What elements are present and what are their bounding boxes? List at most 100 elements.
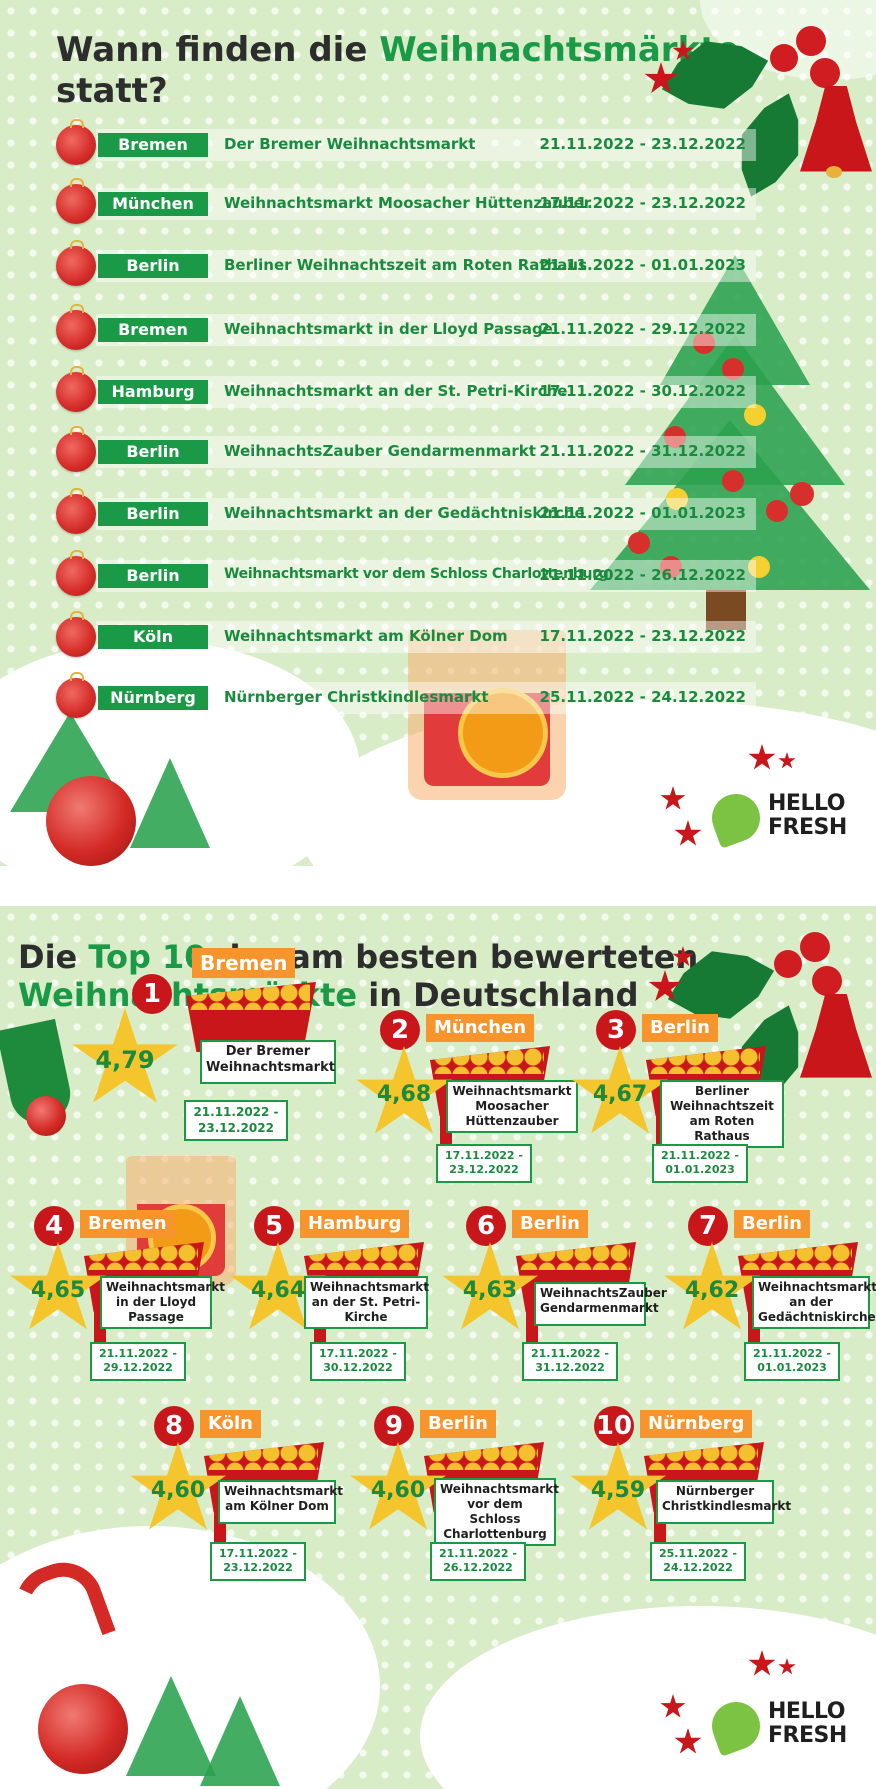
city-label: Bremen	[98, 133, 208, 157]
market-dates: 21.11.2022 - 01.01.2023	[539, 256, 746, 274]
market-dates: 21.11.2022 - 01.01.2023	[539, 504, 746, 522]
title-text: in Deutschland	[357, 976, 639, 1015]
rank-city-label: Nürnberg	[640, 1410, 753, 1438]
market-row: Berlin Weihnachtsmarkt an der Gedächtnis…	[56, 488, 756, 534]
market-dates-box: 21.11.2022 - 01.01.2023	[652, 1144, 748, 1183]
ornament-icon	[748, 556, 770, 578]
market-row: Köln Weihnachtsmarkt am Kölner Dom 17.11…	[56, 611, 756, 657]
market-name: Weihnachtsmarkt an der Gedächtniskirche	[224, 504, 585, 522]
top10-panel: Die Top 10 der am besten bewerteten Weihn…	[0, 906, 876, 1789]
market-dates: 21.11.2022 - 31.12.2022	[539, 442, 746, 460]
rank-number-badge: 8	[154, 1406, 194, 1446]
market-name-box: Berliner Weihnachtszeit am Roten Rathaus	[660, 1080, 784, 1148]
market-name-box: Weihnachtsmarkt Moosacher Hüttenzauber	[446, 1080, 578, 1133]
rank-card: 10 Nürnberg 4,59 Nürnberger Christkindle…	[570, 1406, 824, 1596]
market-dates: 25.11.2022 - 24.12.2022	[539, 688, 746, 706]
market-name: Weihnachtsmarkt Moosacher Hüttenzauber	[224, 194, 592, 212]
city-label: Hamburg	[98, 380, 208, 404]
rating-score: 4,62	[684, 1278, 740, 1303]
rating-score: 4,64	[250, 1278, 306, 1303]
bauble-icon	[56, 426, 96, 472]
ornament-icon	[666, 488, 688, 510]
ornament-icon	[722, 470, 744, 492]
title-text: Wann finden die	[56, 30, 380, 70]
title-text: Die	[18, 938, 89, 976]
market-name-box: Weihnachtsmarkt vor dem Schloss Charlott…	[434, 1478, 559, 1546]
city-label: Berlin	[98, 502, 208, 526]
bauble-icon	[56, 672, 96, 718]
market-name: Weihnachtsmarkt am Kölner Dom	[224, 627, 508, 645]
rating-score: 4,79	[95, 1046, 155, 1074]
market-name-box: Nürnberger Christkindlesmarkt	[656, 1480, 791, 1524]
market-dates-box: 17.11.2022 - 23.12.2022	[210, 1542, 306, 1581]
market-row: Berlin WeihnachtsZauber Gendarmenmarkt 2…	[56, 426, 756, 472]
market-name: Weihnachtsmarkt an der St. Petri-Kirche	[224, 382, 568, 400]
market-row: Nürnberg Nürnberger Christkindlesmarkt 2…	[56, 672, 756, 718]
title-text: statt?	[56, 70, 168, 111]
rank-number-badge: 7	[688, 1206, 728, 1246]
logo-text: HELLO FRESH	[768, 791, 847, 840]
rank-card: 5 Hamburg 4,64 Weihnachtsmarkt an der St…	[230, 1206, 484, 1396]
market-row: Bremen Der Bremer Weihnachtsmarkt 21.11.…	[56, 119, 756, 165]
market-row: Bremen Weihnachtsmarkt in der Lloyd Pass…	[56, 304, 756, 350]
market-dates-box: 25.11.2022 - 24.12.2022	[650, 1542, 746, 1581]
city-label: Nürnberg	[98, 686, 208, 710]
bell-clapper-icon	[826, 166, 842, 178]
mulled-wine-glass-icon	[408, 630, 566, 800]
market-dates: 17.11.2022 - 30.12.2022	[539, 382, 746, 400]
market-row: Berlin Weihnachtsmarkt vor dem Schloss C…	[56, 550, 756, 596]
rank-city-label: Bremen	[192, 948, 296, 978]
rating-score: 4,67	[592, 1082, 648, 1107]
bauble-icon	[56, 550, 96, 596]
rating-score: 4,59	[590, 1478, 646, 1503]
city-label: Berlin	[98, 440, 208, 464]
lime-icon	[705, 787, 767, 849]
ornament-icon	[790, 482, 814, 506]
christmas-ball-icon	[46, 776, 136, 866]
rank-card: 3 Berlin 4,67 Berliner Weihnachtszeit am…	[572, 1010, 826, 1200]
city-label: Berlin	[98, 564, 208, 588]
rank-number-badge: 10	[594, 1406, 634, 1446]
berry-icon	[810, 58, 840, 88]
market-name: Weihnachtsmarkt vor dem Schloss Charlott…	[224, 566, 609, 582]
ornament-icon	[664, 426, 686, 448]
lime-icon	[705, 1695, 767, 1757]
bauble-icon	[56, 488, 96, 534]
market-name-box: Der Bremer Weihnachtsmarkt	[200, 1040, 336, 1084]
rank-card: 1 Bremen 4,79 Der Bremer Weihnachtsmarkt…	[72, 948, 362, 1142]
city-label: Köln	[98, 625, 208, 649]
bauble-icon	[56, 119, 96, 165]
bauble-icon	[56, 611, 96, 657]
berry-icon	[812, 966, 842, 996]
rank-city-label: Berlin	[512, 1210, 588, 1238]
ornament-icon	[766, 500, 788, 522]
berry-icon	[770, 44, 798, 72]
market-name: WeihnachtsZauber Gendarmenmarkt	[224, 442, 536, 460]
market-dates: 17.11.2022 - 23.12.2022	[539, 627, 746, 645]
rank-card: 6 Berlin 4,63 WeihnachtsZauber Gendarmen…	[442, 1206, 696, 1396]
rating-score: 4,60	[370, 1478, 426, 1503]
rank-city-label: Berlin	[734, 1210, 810, 1238]
rank-city-label: München	[426, 1014, 535, 1042]
rank-city-label: Bremen	[80, 1210, 175, 1238]
bauble-icon	[56, 240, 96, 286]
rank-number-badge: 4	[34, 1206, 74, 1246]
market-dates-box: 17.11.2022 - 30.12.2022	[310, 1342, 406, 1381]
rank-number-badge: 9	[374, 1406, 414, 1446]
city-label: Berlin	[98, 254, 208, 278]
market-row: München Weihnachtsmarkt Moosacher Hütten…	[56, 178, 756, 224]
logo-text: HELLO FRESH	[768, 1699, 847, 1748]
ornament-icon	[744, 404, 766, 426]
rank-card: 2 München 4,68 Weihnachtsmarkt Moosacher…	[356, 1010, 610, 1200]
hellofresh-logo: HELLO FRESH	[705, 1695, 876, 1757]
rank-card: 8 Köln 4,60 Weihnachtsmarkt am Kölner Do…	[130, 1406, 384, 1596]
rank-card: 7 Berlin 4,62 Weihnachtsmarkt an der Ged…	[664, 1206, 876, 1396]
rank-card: 4 Bremen 4,65 Weihnachtsmarkt in der Llo…	[10, 1206, 264, 1396]
berry-icon	[800, 932, 830, 962]
rank-number-badge: 2	[380, 1010, 420, 1050]
market-dates: 21.11.2022 - 26.12.2022	[539, 566, 746, 584]
rank-number-badge: 1	[132, 974, 172, 1014]
title-text: der am besten bewerteten	[206, 938, 699, 976]
tree-trunk	[706, 590, 746, 630]
market-name-box: Weihnachtsmarkt am Kölner Dom	[218, 1480, 343, 1524]
